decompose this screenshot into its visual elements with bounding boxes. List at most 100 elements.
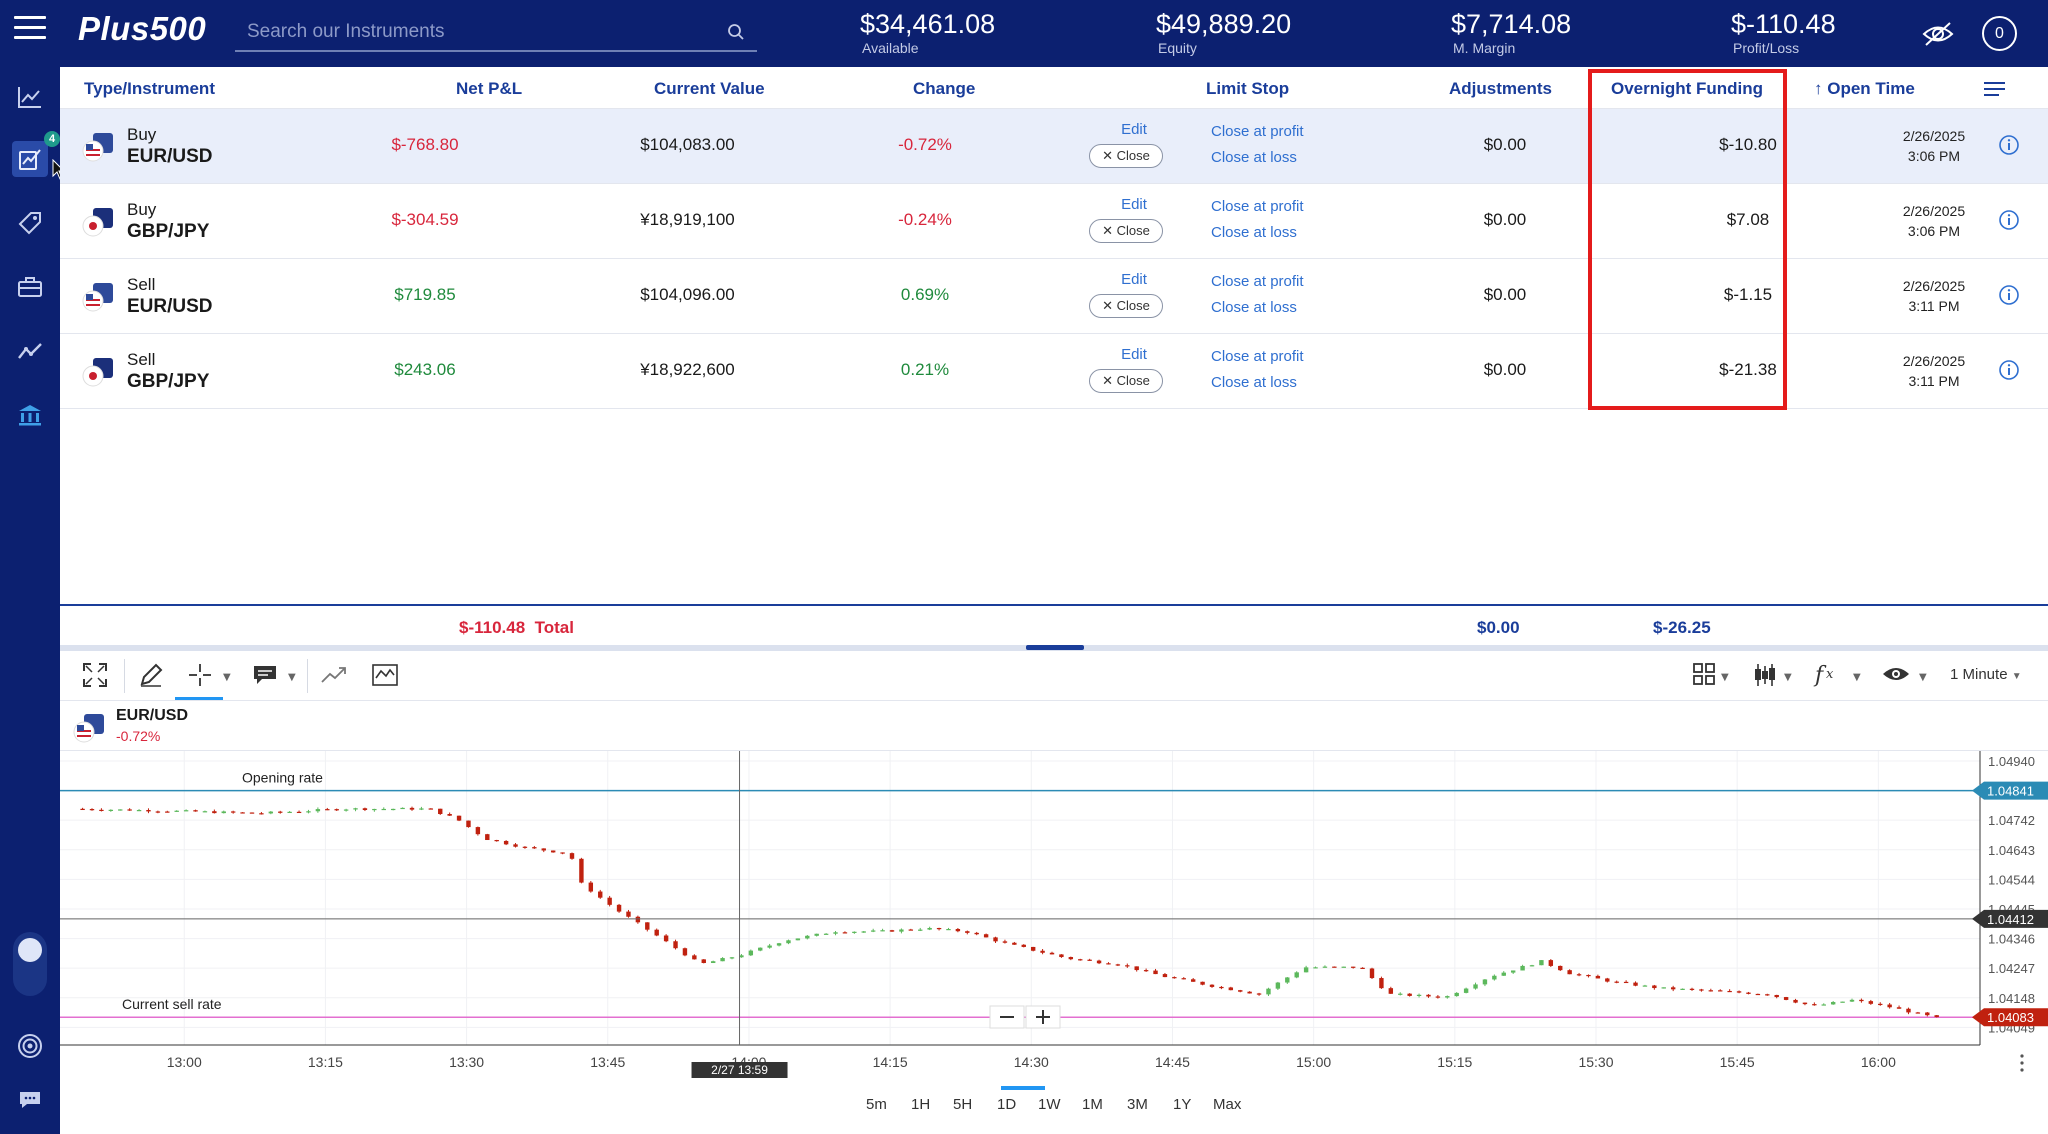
- candle-body: [607, 897, 612, 905]
- position-row[interactable]: Sell EUR/USD $719.85 $104,096.00 0.69% E…: [60, 259, 2048, 334]
- column-adjustments[interactable]: Adjustments: [1449, 79, 1552, 98]
- interval-select[interactable]: 1 Minute ▼: [1950, 666, 2022, 683]
- tag-icon[interactable]: [12, 205, 48, 241]
- candle-body: [362, 808, 368, 810]
- candle-body: [146, 810, 151, 812]
- range-5m[interactable]: 5m: [866, 1096, 887, 1113]
- close-label: Close: [1116, 223, 1150, 238]
- column-net-pl[interactable]: Net P&L: [456, 79, 523, 98]
- column-change[interactable]: Change: [913, 79, 976, 98]
- candle-body: [1614, 981, 1619, 983]
- panel-splitter[interactable]: [60, 645, 2048, 651]
- instrument-name[interactable]: GBP/JPY: [127, 221, 210, 242]
- x-tick-label: 14:15: [873, 1054, 908, 1070]
- edit-link[interactable]: Edit: [1121, 196, 1147, 213]
- margin-label: M. Margin: [1453, 40, 1516, 56]
- close-at-profit-link[interactable]: Close at profit: [1211, 273, 1304, 290]
- close-at-profit-link[interactable]: Close at profit: [1211, 348, 1304, 365]
- candles-caret-icon[interactable]: ▼: [1784, 672, 1792, 683]
- range-5h[interactable]: 5H: [953, 1096, 973, 1113]
- candle-body: [805, 935, 810, 939]
- trend-line-icon[interactable]: [320, 662, 348, 688]
- position-row[interactable]: Buy EUR/USD $-768.80 $104,083.00 -0.72% …: [60, 109, 2048, 184]
- edit-link[interactable]: Edit: [1121, 346, 1147, 363]
- range-1h[interactable]: 1H: [911, 1096, 931, 1113]
- pencil-icon[interactable]: [138, 662, 164, 688]
- column-limit-stop[interactable]: Limit Stop: [1206, 79, 1290, 98]
- close-position-button[interactable]: ✕ Close: [1089, 369, 1163, 393]
- candles-icon[interactable]: [1752, 662, 1778, 688]
- close-position-button[interactable]: ✕ Close: [1089, 219, 1163, 243]
- instrument-name[interactable]: EUR/USD: [127, 296, 213, 317]
- position-row[interactable]: Sell GBP/JPY $243.06 ¥18,922,600 0.21% E…: [60, 334, 2048, 409]
- crosshair-caret-icon[interactable]: ▼: [223, 672, 231, 683]
- indicator-box-icon[interactable]: [371, 662, 399, 688]
- candle-body: [739, 955, 744, 958]
- layout-caret-icon[interactable]: ▼: [1721, 672, 1729, 683]
- chart-line-icon[interactable]: [12, 79, 48, 115]
- column-open-time[interactable]: ↑ Open Time: [1814, 79, 1915, 99]
- briefcase-icon[interactable]: [12, 269, 48, 305]
- edit-link[interactable]: Edit: [1121, 271, 1147, 288]
- interval-caret-icon: ▼: [2011, 671, 2022, 682]
- close-at-loss-link[interactable]: Close at loss: [1211, 149, 1297, 166]
- chat-icon[interactable]: [12, 1082, 48, 1118]
- close-at-loss-link[interactable]: Close at loss: [1211, 299, 1297, 316]
- range-1d[interactable]: 1D: [997, 1096, 1017, 1113]
- search-icon[interactable]: [727, 23, 745, 41]
- info-icon[interactable]: [1998, 359, 2020, 381]
- target-icon[interactable]: [12, 1028, 48, 1064]
- instrument-name[interactable]: GBP/JPY: [127, 371, 210, 392]
- range-1m[interactable]: 1M: [1082, 1096, 1103, 1113]
- close-position-button[interactable]: ✕ Close: [1089, 294, 1163, 318]
- visibility-eye-icon[interactable]: [1882, 664, 1910, 684]
- candle-body: [1388, 988, 1394, 994]
- candle-body: [1529, 965, 1535, 967]
- positions-icon[interactable]: [12, 141, 48, 177]
- close-at-loss-link[interactable]: Close at loss: [1211, 374, 1297, 391]
- notifications-counter[interactable]: 0: [1982, 16, 2017, 51]
- visibility-caret-icon[interactable]: ▼: [1919, 672, 1927, 683]
- close-at-profit-link[interactable]: Close at profit: [1211, 123, 1304, 140]
- column-current-value[interactable]: Current Value: [654, 79, 765, 98]
- position-row[interactable]: Buy GBP/JPY $-304.59 ¥18,919,100 -0.24% …: [60, 184, 2048, 259]
- columns-settings-icon[interactable]: [1983, 80, 2007, 98]
- column-type-instrument[interactable]: Type/Instrument: [84, 79, 215, 98]
- candle-body: [296, 811, 302, 814]
- theme-toggle[interactable]: [13, 932, 47, 996]
- close-at-profit-link[interactable]: Close at profit: [1211, 198, 1304, 215]
- range-1y[interactable]: 1Y: [1173, 1096, 1192, 1113]
- bank-icon[interactable]: [12, 397, 48, 433]
- layout-grid-icon[interactable]: [1692, 662, 1716, 686]
- search-input[interactable]: [235, 14, 757, 50]
- comment-icon[interactable]: [252, 662, 278, 688]
- info-icon[interactable]: [1998, 209, 2020, 231]
- range-max[interactable]: Max: [1213, 1096, 1242, 1113]
- price-chart[interactable]: 1.04940 1.04841 1.04742 1.04643 1.04544 1.044…: [60, 750, 2048, 1085]
- candle-body: [1313, 967, 1318, 969]
- toolbar-separator: [124, 659, 125, 693]
- edit-link[interactable]: Edit: [1121, 121, 1147, 138]
- info-icon[interactable]: [1998, 284, 2020, 306]
- candle-body: [786, 940, 791, 944]
- column-overnight-funding[interactable]: Overnight Funding: [1611, 79, 1764, 98]
- info-icon[interactable]: [1998, 134, 2020, 156]
- adjustments-value: $0.00: [1483, 210, 1527, 229]
- fullscreen-icon[interactable]: [82, 662, 108, 688]
- instrument-name[interactable]: EUR/USD: [127, 146, 213, 167]
- close-at-loss-link[interactable]: Close at loss: [1211, 224, 1297, 241]
- trend-icon[interactable]: [12, 333, 48, 369]
- range-1w[interactable]: 1W: [1038, 1096, 1061, 1113]
- close-position-button[interactable]: ✕ Close: [1089, 144, 1163, 168]
- crosshair-icon[interactable]: [187, 662, 213, 688]
- function-caret-icon[interactable]: ▼: [1853, 672, 1861, 683]
- price-chart-canvas[interactable]: 1.04940 1.04841 1.04742 1.04643 1.04544 1.044…: [60, 751, 2048, 1086]
- range-3m[interactable]: 3M: [1127, 1096, 1148, 1113]
- comment-caret-icon[interactable]: ▼: [288, 672, 296, 683]
- hamburger-menu-icon[interactable]: [14, 16, 46, 44]
- candle-body: [1162, 974, 1168, 978]
- hide-balance-icon[interactable]: [1921, 20, 1955, 48]
- x-tick-label: 14:30: [1014, 1054, 1049, 1070]
- splitter-grip[interactable]: [1026, 645, 1084, 650]
